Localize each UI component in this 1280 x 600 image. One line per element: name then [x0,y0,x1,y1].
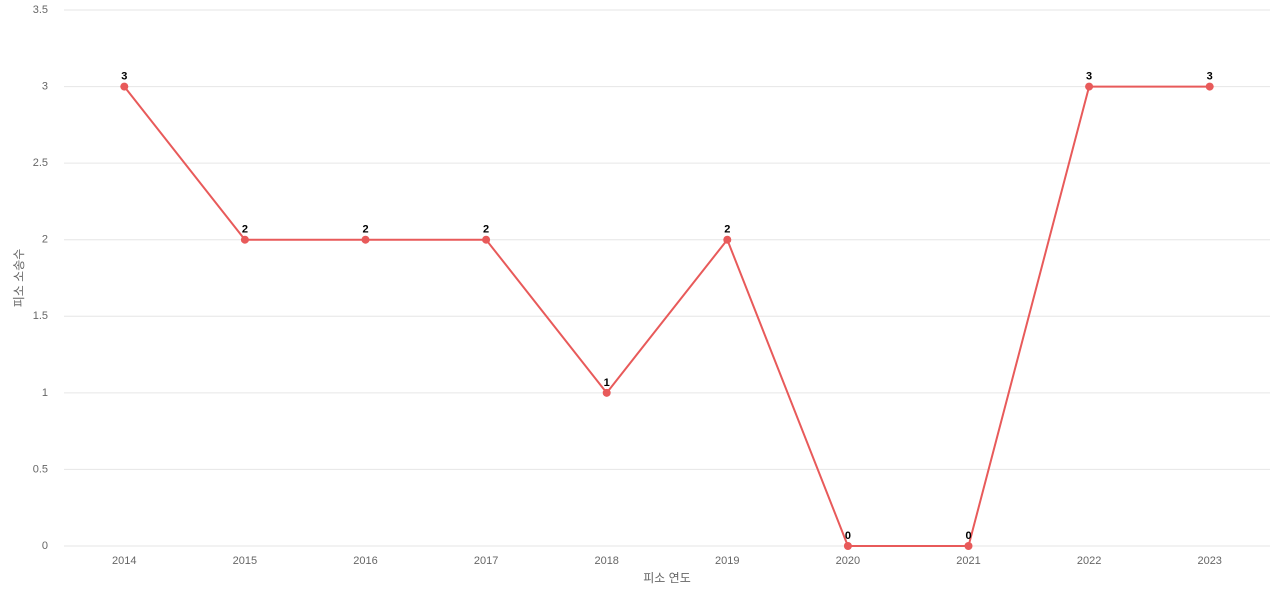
y-tick-label: 2 [42,234,48,246]
x-tick-label: 2020 [836,555,860,567]
x-tick-label: 2021 [956,555,980,567]
value-label: 0 [845,530,851,542]
y-tick-label: 3 [42,80,48,92]
data-point [1205,82,1214,91]
y-tick-label: 1.5 [33,310,48,322]
data-point [361,235,370,244]
data-point [240,235,249,244]
data-point [723,235,732,244]
data-point [843,542,852,550]
x-tick-label: 2019 [715,555,739,567]
y-tick-label: 0.5 [33,463,48,475]
y-tick-label: 3.5 [33,4,48,16]
data-point [482,235,491,244]
x-tick-label: 2017 [474,555,498,567]
series-line [123,85,1210,547]
data-point [602,388,611,397]
y-tick-label: 1 [42,387,48,399]
x-tick-label: 2018 [594,555,618,567]
value-label: 3 [1086,70,1092,82]
x-tick-label: 2023 [1197,555,1221,567]
x-tick-label: 2015 [233,555,257,567]
data-point [1085,82,1094,91]
value-label: 0 [965,530,971,542]
value-label: 1 [604,377,610,389]
value-label: 2 [724,224,730,236]
x-tick-label: 2016 [353,555,377,567]
value-label: 3 [1207,70,1213,82]
y-tick-label: 0 [42,540,48,552]
value-label: 2 [242,224,248,236]
x-tick-label: 2022 [1077,555,1101,567]
y-axis-title: 피소 소송수 [12,249,26,308]
data-point [964,542,973,550]
data-point [120,82,129,91]
x-tick-label: 2014 [112,555,136,567]
value-label: 3 [121,70,127,82]
x-axis-title: 피소 연도 [643,571,691,585]
y-tick-label: 2.5 [33,157,48,169]
value-label: 2 [483,224,489,236]
value-label: 2 [362,224,368,236]
